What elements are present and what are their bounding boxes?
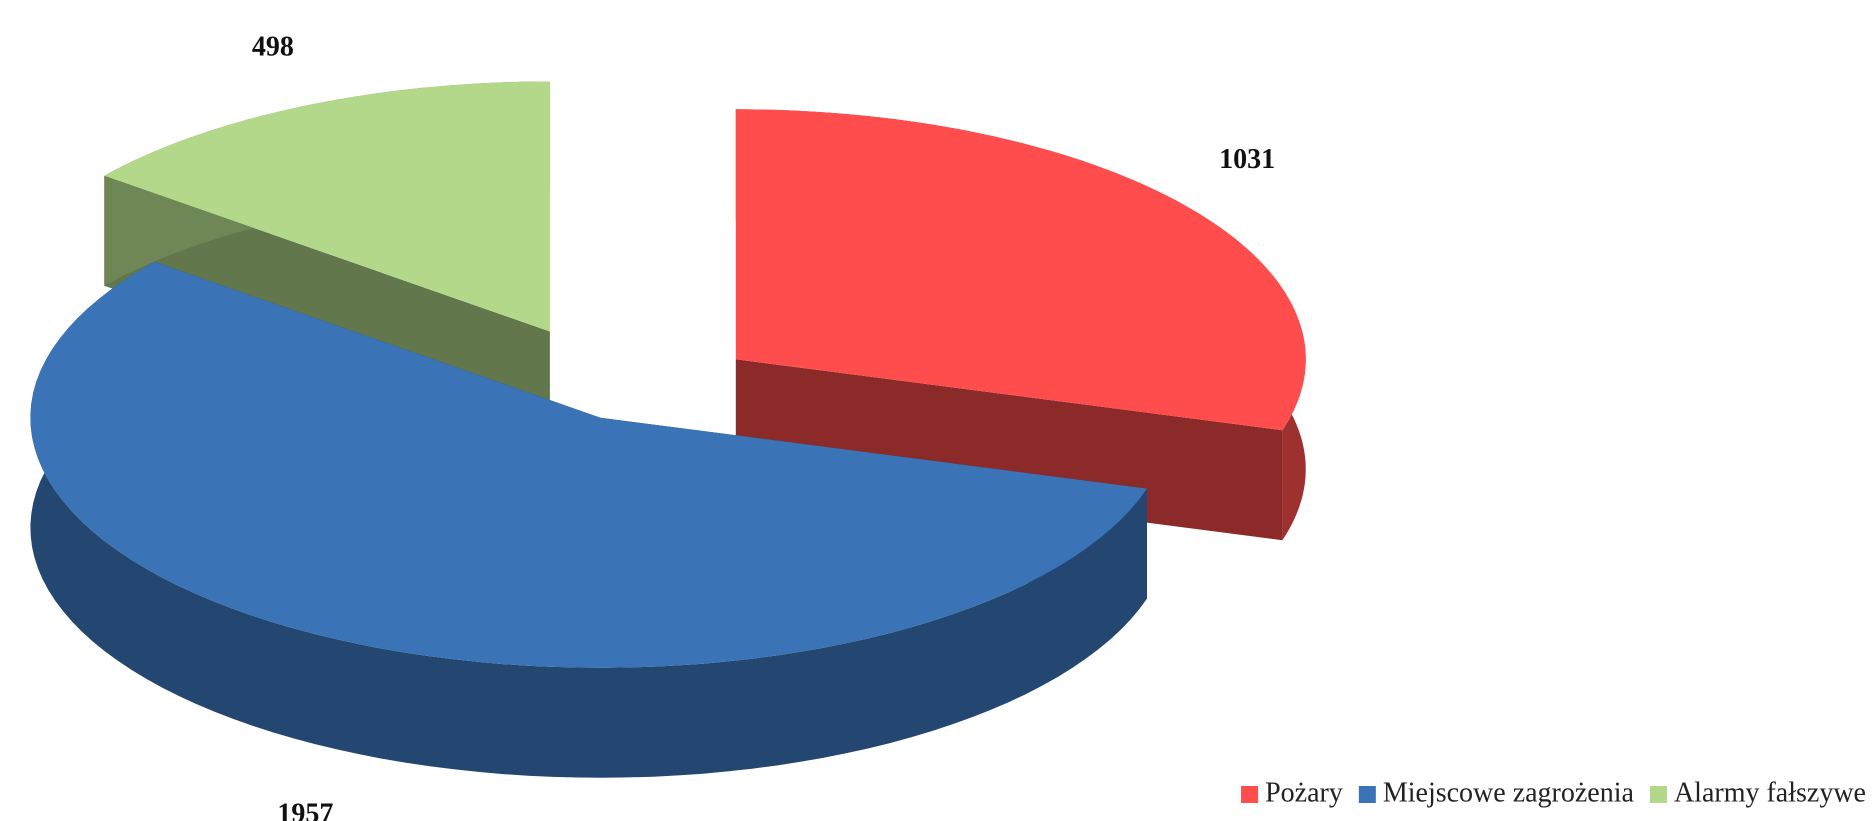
legend-label: Alarmy fałszywe bbox=[1674, 777, 1866, 808]
legend-swatch bbox=[1358, 786, 1376, 803]
slice-top bbox=[104, 81, 550, 332]
legend-swatch bbox=[1649, 786, 1667, 803]
slice-wall bbox=[30, 261, 1147, 778]
slice-top bbox=[30, 261, 1147, 668]
legend-label: Miejscowe zagrożenia bbox=[1383, 777, 1635, 808]
data-label: 1957 bbox=[277, 798, 333, 821]
legend-label: Pożary bbox=[1265, 777, 1343, 808]
data-label: 498 bbox=[252, 32, 294, 63]
data-label: 1031 bbox=[1219, 144, 1275, 175]
legend-swatch bbox=[1241, 786, 1259, 803]
slice-top bbox=[735, 109, 1306, 431]
